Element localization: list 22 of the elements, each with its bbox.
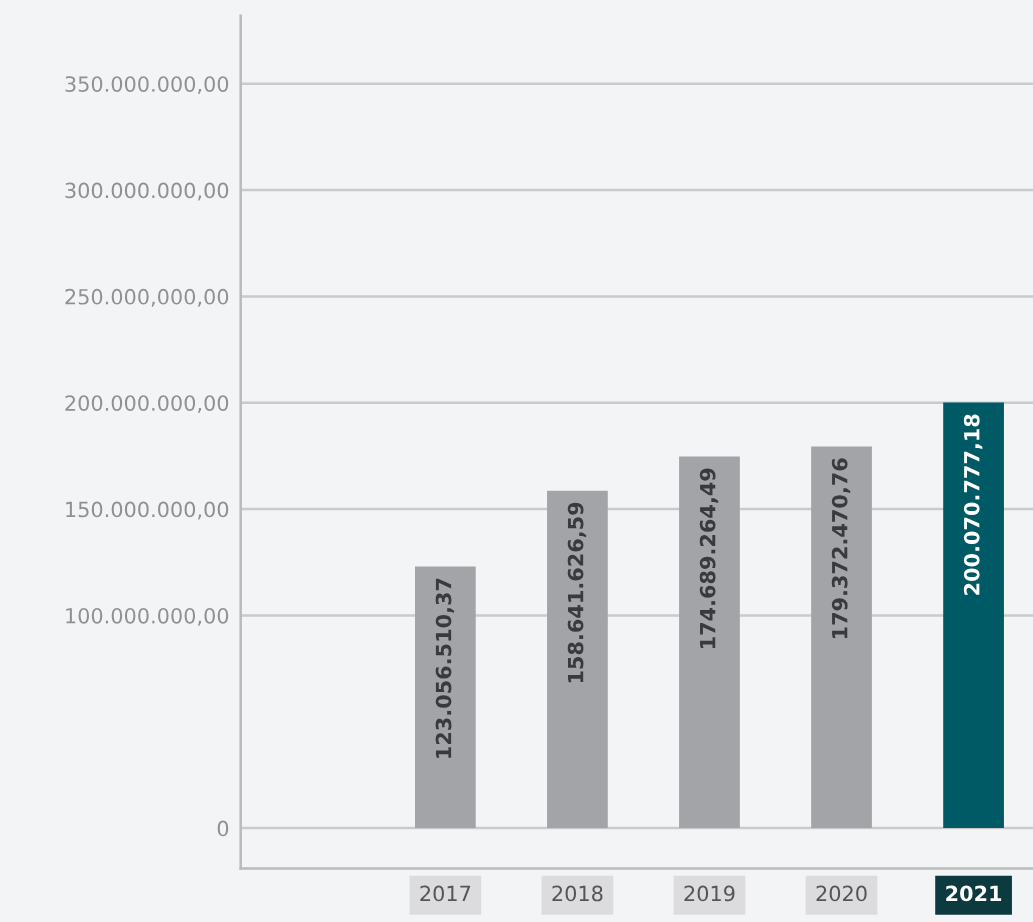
y-tick-label: 250.000,000,00 <box>65 288 229 307</box>
y-tick-label: 300.000.000,00 <box>65 182 229 201</box>
y-tick-label: 100.000.000,00 <box>66 607 229 626</box>
y-tick-label: 200.000.000,00 <box>65 395 229 414</box>
bar <box>415 566 476 829</box>
x-tick-label: 2021 <box>946 885 1002 902</box>
x-tick-label: 2017 <box>420 885 471 902</box>
x-tick-label: 2020 <box>816 885 867 902</box>
y-tick-label: 350.000.000,00 <box>65 76 229 95</box>
data-label: 179.372.470,76 <box>831 458 851 639</box>
bar <box>679 456 740 829</box>
bar <box>811 446 872 829</box>
bar <box>943 402 1004 829</box>
data-label: 200.070.777,18 <box>963 414 983 595</box>
data-label: 158.641.626,59 <box>567 502 587 683</box>
bar <box>547 490 608 829</box>
x-tick-label: 2018 <box>552 885 603 902</box>
y-tick-label: 150.000.000,00 <box>66 501 229 520</box>
y-tick-label: 0 <box>217 820 229 837</box>
data-label: 123.056.510,37 <box>435 578 455 758</box>
x-tick-label: 2019 <box>684 885 735 902</box>
data-label: 174.689.264,49 <box>699 468 719 649</box>
